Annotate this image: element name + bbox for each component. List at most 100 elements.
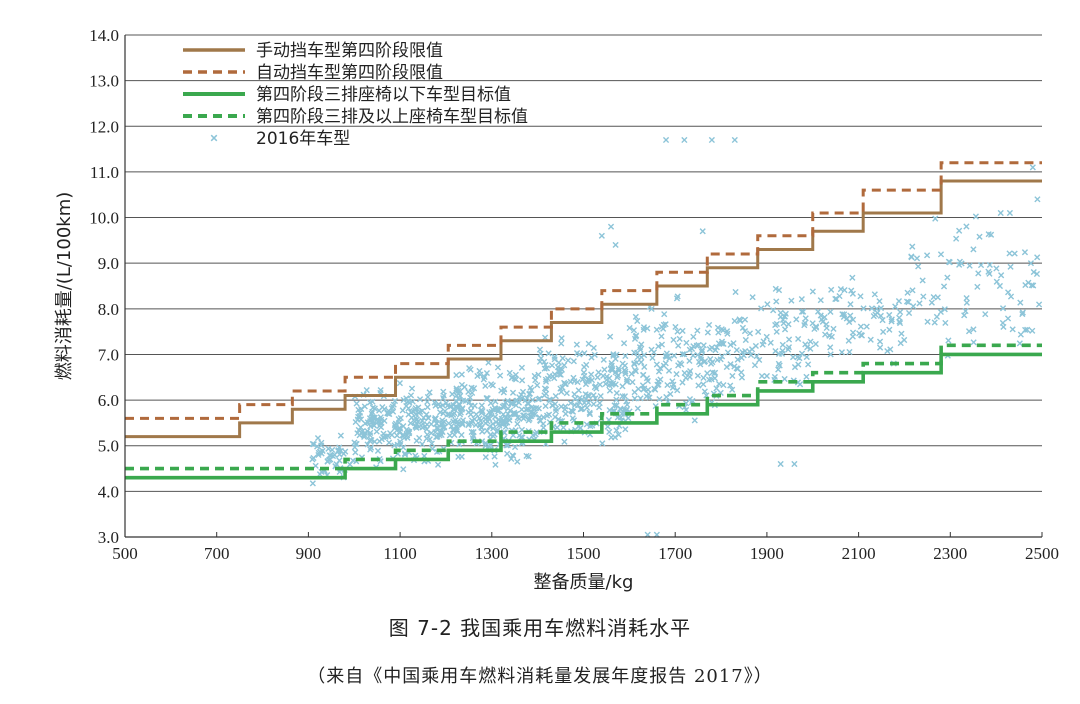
scatter-point: [879, 317, 886, 324]
scatter-point: [849, 274, 856, 281]
scatter-point: [1022, 281, 1029, 289]
scatter-point: [436, 432, 443, 439]
scatter-point: [813, 324, 820, 331]
scatter-point: [758, 372, 766, 380]
scatter-point: [528, 387, 535, 394]
scatter-point: [846, 348, 853, 356]
scatter-point: [807, 338, 814, 345]
scatter-point: [812, 323, 820, 330]
scatter-point: [401, 451, 409, 458]
scatter-point: [612, 355, 619, 363]
scatter-point: [450, 401, 457, 409]
scatter-point: [369, 408, 376, 416]
scatter-point: [501, 402, 508, 409]
scatter-point: [621, 366, 628, 374]
scatter-point: [733, 365, 740, 372]
scatter-point: [1033, 270, 1041, 278]
scatter-point: [845, 337, 852, 344]
scatter-point: [963, 223, 970, 230]
scatter-point: [526, 391, 533, 398]
scatter-point: [309, 480, 316, 487]
scatter-point: [391, 397, 399, 405]
scatter-point: [657, 376, 664, 383]
scatter-point: [424, 393, 431, 401]
x-tick-label: 1700: [658, 544, 692, 563]
scatter-point: [588, 371, 595, 378]
scatter-point: [733, 346, 740, 354]
scatter-point: [512, 411, 519, 418]
scatter-point: [704, 329, 711, 336]
scatter-point: [708, 376, 715, 383]
scatter-point: [424, 404, 431, 411]
scatter-point: [410, 408, 417, 415]
step-line-1: [125, 179, 1042, 439]
scatter-point: [631, 366, 639, 374]
scatter-point: [669, 378, 676, 385]
scatter-point: [822, 331, 829, 338]
scatter-point: [543, 365, 551, 372]
scatter-point: [1029, 164, 1036, 171]
scatter-point: [432, 415, 439, 422]
scatter-point: [407, 392, 415, 399]
scatter-point: [458, 453, 465, 460]
scatter-point: [561, 406, 569, 413]
scatter-point: [542, 378, 550, 385]
scatter-point: [961, 312, 968, 319]
scatter-point: [946, 259, 953, 266]
scatter-point: [802, 341, 809, 348]
scatter-point: [561, 379, 568, 386]
scatter-point: [542, 402, 549, 410]
scatter-point: [871, 291, 878, 298]
x-tick-label: 900: [296, 544, 322, 563]
scatter-point: [823, 321, 830, 328]
scatter-point: [775, 366, 782, 373]
scatter-point: [931, 319, 938, 326]
scatter-point: [631, 395, 638, 402]
scatter-point: [557, 365, 564, 372]
scatter-point: [429, 445, 436, 452]
scatter-point: [1011, 250, 1018, 257]
scatter-point: [494, 364, 502, 371]
scatter-point: [898, 330, 905, 337]
scatter-point: [478, 424, 485, 431]
scatter-point: [640, 352, 648, 359]
scatter-point: [1027, 260, 1035, 267]
scatter-point: [559, 355, 566, 362]
scatter-point: [352, 449, 359, 456]
scatter-point: [607, 333, 614, 340]
scatter-point: [708, 136, 715, 144]
scatter-point: [551, 413, 559, 421]
scatter-point: [839, 311, 846, 318]
scatter-point: [309, 456, 316, 463]
scatter-point: [701, 388, 708, 395]
scatter-point: [695, 341, 702, 349]
scatter-point: [518, 406, 525, 413]
scatter-point: [408, 385, 416, 392]
scatter-point: [480, 376, 487, 383]
scatter-point: [586, 411, 594, 418]
scatter-point: [730, 340, 737, 347]
scatter-point: [492, 461, 499, 468]
scatter-point: [1034, 196, 1041, 203]
scatter-point: [381, 406, 388, 413]
scatter-point: [664, 381, 671, 389]
scatter-point: [930, 293, 937, 301]
scatter-point: [1007, 293, 1015, 300]
x-tick-label: 2500: [1025, 544, 1059, 563]
scatter-point: [756, 356, 763, 364]
scatter-point: [920, 293, 927, 300]
scatter-point: [436, 403, 444, 410]
scatter-point: [431, 416, 438, 423]
scatter-point: [488, 408, 495, 415]
scatter-point: [873, 305, 880, 312]
scatter-point: [779, 341, 786, 348]
legend-marker-scatter: [210, 134, 218, 142]
scatter-point: [336, 457, 343, 464]
scatter-point: [623, 376, 631, 383]
scatter-point: [503, 442, 510, 449]
scatter-point: [600, 356, 607, 363]
scatter-point: [412, 422, 419, 429]
scatter-point: [478, 402, 485, 409]
scatter-point: [965, 328, 973, 335]
scatter-point: [975, 270, 982, 277]
